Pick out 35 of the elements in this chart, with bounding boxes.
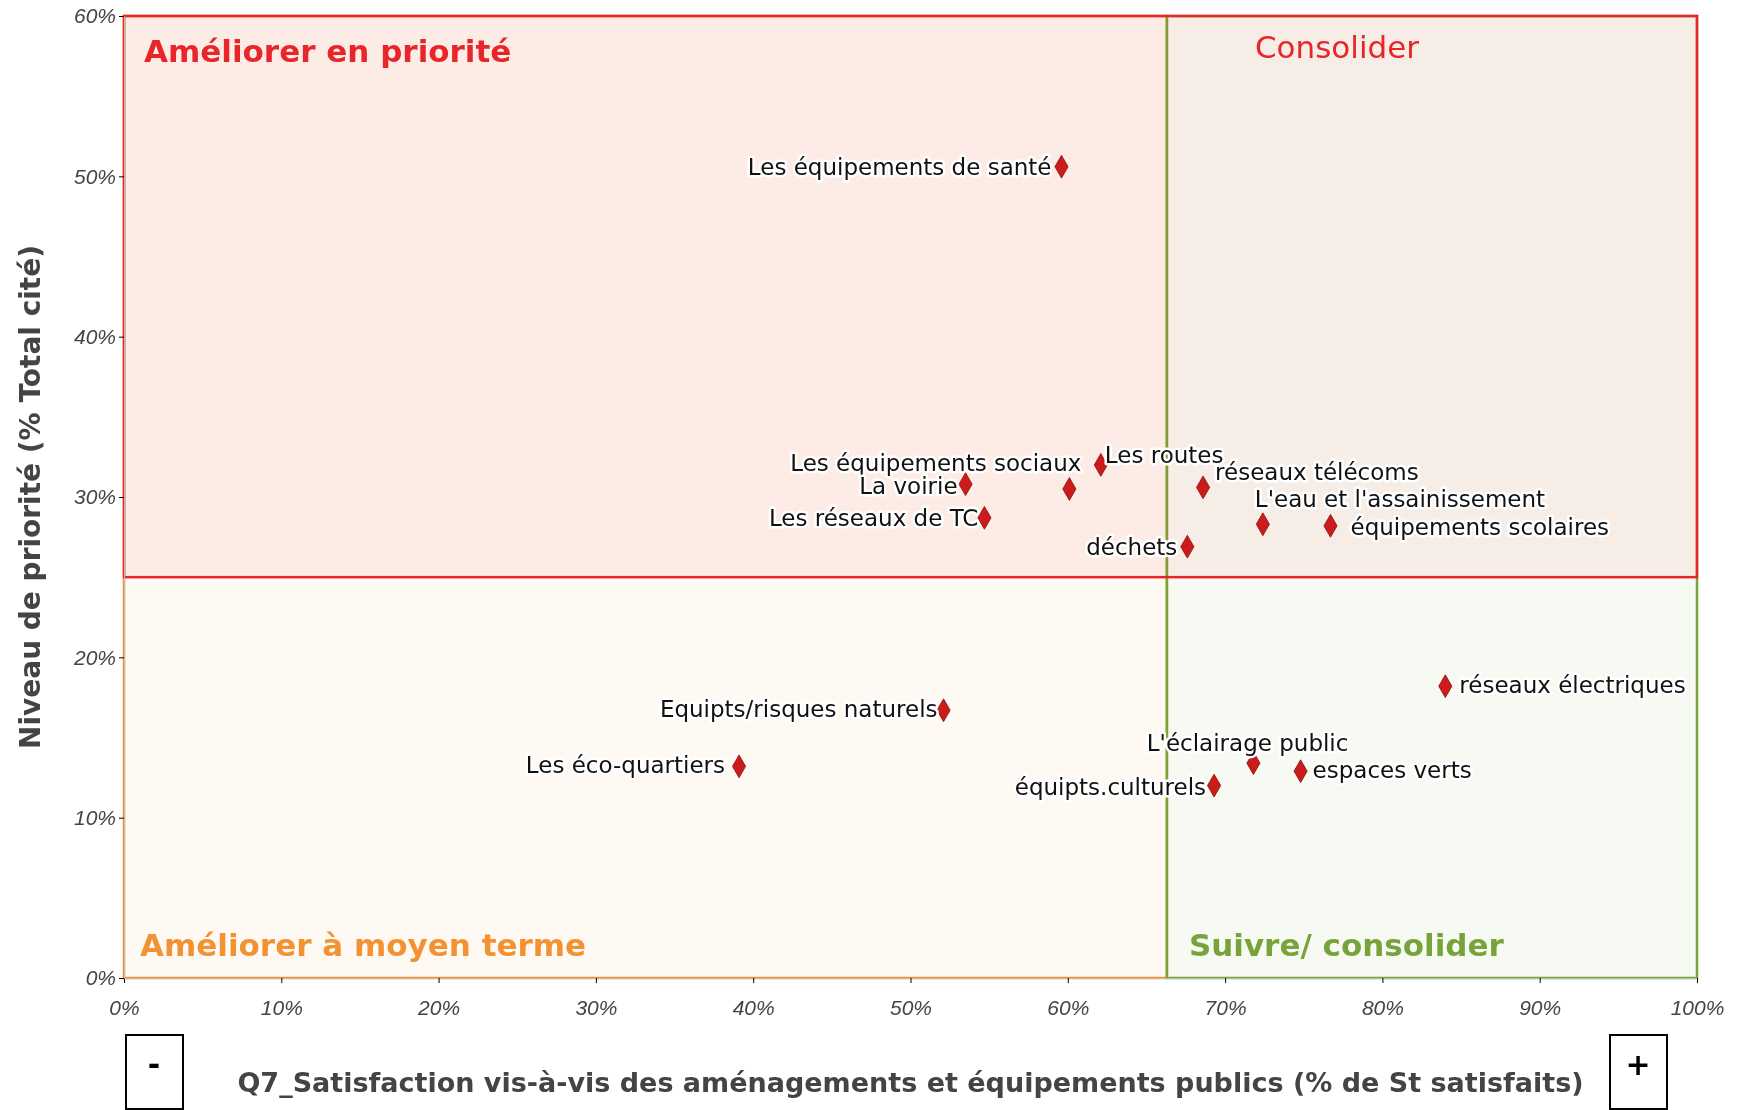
band-label: Suivre/ consolider <box>1188 927 1505 963</box>
series-label: Equipts/risques naturels <box>659 696 938 723</box>
series-label: équipements scolaires <box>1350 513 1610 540</box>
x-tick-label: 40% <box>732 996 775 1020</box>
y-tick-label: 30% <box>73 485 116 509</box>
band-label: Améliorer en priorité <box>144 33 512 69</box>
series-label: L'eau et l'assainissement <box>1254 486 1546 513</box>
y-tick-label: 0% <box>85 966 116 990</box>
series-label: Les réseaux de TC <box>768 504 979 531</box>
series-label: Les éco-quartiers <box>525 752 726 779</box>
x-tick-label: 50% <box>889 996 933 1020</box>
y-tick-label: 40% <box>73 324 116 348</box>
band-label: Améliorer à moyen terme <box>140 927 587 963</box>
y-tick-label: 10% <box>73 805 116 829</box>
x-tick-label: 10% <box>260 996 303 1020</box>
x-tick-label: 90% <box>1519 996 1562 1020</box>
x-tick-label: 60% <box>1047 996 1090 1020</box>
minus-box: - <box>125 1034 184 1110</box>
series-label: espaces verts <box>1312 757 1472 784</box>
series-label: Les équipements sociaux <box>790 449 1082 476</box>
y-tick-label: 60% <box>73 4 116 28</box>
series-label: réseaux électriques <box>1459 672 1686 699</box>
x-tick-label: 100% <box>1670 996 1725 1020</box>
y-tick-label: 50% <box>73 164 116 188</box>
x-tick-label: 30% <box>575 996 618 1020</box>
annotation: Consolider <box>1254 29 1420 65</box>
y-tick-label: 20% <box>72 645 116 669</box>
x-tick-label: 70% <box>1204 996 1247 1020</box>
x-axis-title: Q7_Satisfaction vis-à-vis des aménagements et équipements publics (% de St satisfaits) <box>237 1067 1584 1098</box>
x-tick-label: 0% <box>109 996 140 1020</box>
plus-box: + <box>1609 1034 1668 1110</box>
x-tick-label: 80% <box>1361 996 1404 1020</box>
y-axis-title: Niveau de priorité (% Total cité) <box>14 244 47 750</box>
series-label: Les équipements de santé <box>747 153 1052 180</box>
x-tick-label: 20% <box>417 996 461 1020</box>
